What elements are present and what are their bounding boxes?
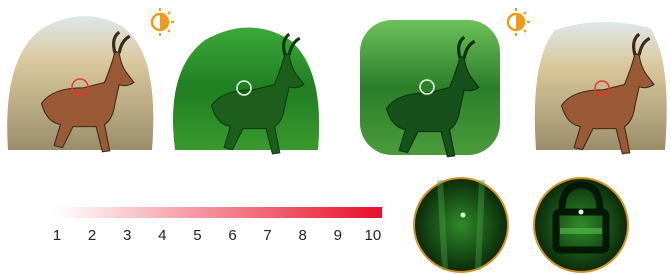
scale-label: 1 <box>53 227 61 244</box>
screenshot: 1 2 3 4 5 6 7 8 9 10 <box>0 0 670 274</box>
scale-label: 5 <box>193 227 201 244</box>
scale-label: 10 <box>365 227 382 244</box>
scale-label: 8 <box>299 227 307 244</box>
day-night-icon <box>152 8 174 36</box>
scale-label: 9 <box>334 227 342 244</box>
night-view-sample <box>414 178 508 272</box>
night-view-sample <box>534 178 628 272</box>
scale-labels: 1 2 3 4 5 6 7 8 9 10 <box>53 227 381 244</box>
intensity-gradient <box>55 207 382 218</box>
scale-label: 3 <box>123 227 131 244</box>
scale-label: 7 <box>263 227 271 244</box>
day-night-icon <box>508 8 530 36</box>
scale-label: 2 <box>88 227 96 244</box>
night-vision-photo <box>173 28 319 151</box>
scale-label: 6 <box>228 227 236 244</box>
scale-label: 4 <box>158 227 166 244</box>
